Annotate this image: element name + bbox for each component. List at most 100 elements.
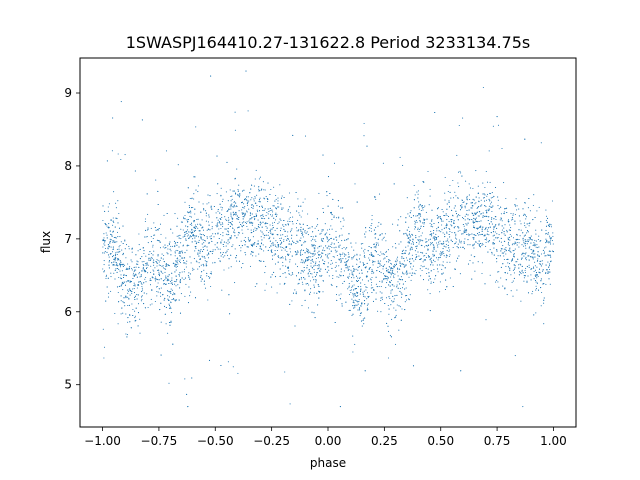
data-point <box>528 197 530 200</box>
data-point <box>275 215 277 217</box>
data-point <box>119 260 121 262</box>
data-point <box>534 269 537 271</box>
data-point <box>271 255 273 257</box>
data-point <box>537 251 539 253</box>
data-point <box>360 288 362 290</box>
data-point <box>416 191 418 193</box>
data-point <box>202 246 204 248</box>
data-point <box>340 228 342 230</box>
data-point <box>530 268 532 270</box>
data-point <box>351 271 353 273</box>
data-point <box>273 254 275 256</box>
data-point <box>541 291 543 294</box>
data-point <box>327 266 329 268</box>
data-point <box>538 206 540 208</box>
data-point <box>206 229 208 231</box>
data-point <box>472 245 474 247</box>
data-point <box>275 207 277 209</box>
data-point <box>392 246 394 248</box>
data-point <box>395 261 397 263</box>
data-point <box>299 240 302 242</box>
data-point <box>338 265 340 267</box>
data-point <box>201 219 203 221</box>
data-point <box>356 201 358 203</box>
data-point <box>259 246 262 248</box>
data-point <box>200 238 202 240</box>
data-point <box>433 244 435 246</box>
data-point <box>150 271 152 273</box>
data-point <box>261 188 263 190</box>
data-point <box>425 211 427 213</box>
data-point <box>251 217 253 219</box>
data-point <box>489 181 491 183</box>
data-point <box>120 263 122 265</box>
data-point <box>122 252 124 254</box>
data-point <box>375 227 377 229</box>
data-point <box>389 297 391 300</box>
data-point <box>171 279 173 281</box>
data-point <box>401 287 404 289</box>
data-point <box>115 268 117 270</box>
data-point <box>202 256 204 258</box>
data-point <box>476 207 478 210</box>
data-point <box>185 263 187 265</box>
data-point <box>390 269 392 272</box>
data-point <box>493 230 495 232</box>
data-point <box>463 201 465 203</box>
data-point <box>463 225 465 227</box>
data-point <box>194 235 196 237</box>
data-point <box>249 239 251 241</box>
data-point <box>131 247 133 249</box>
data-point <box>364 248 366 250</box>
data-point <box>294 325 296 327</box>
data-point <box>330 260 332 262</box>
data-point <box>283 240 285 242</box>
data-point <box>114 241 116 244</box>
data-point <box>435 233 437 235</box>
data-point <box>494 225 496 227</box>
data-point <box>171 277 173 279</box>
data-point <box>277 255 280 257</box>
data-point <box>225 191 227 193</box>
data-point <box>383 236 385 238</box>
data-point <box>211 221 213 223</box>
data-point <box>322 263 325 265</box>
data-point <box>318 285 320 287</box>
data-point <box>157 255 159 257</box>
data-point <box>367 303 369 305</box>
data-point <box>446 224 448 226</box>
data-point <box>165 263 167 265</box>
data-point <box>107 296 110 298</box>
data-point <box>177 164 179 166</box>
data-point <box>439 291 441 293</box>
data-point <box>412 215 415 217</box>
data-point <box>310 262 312 264</box>
data-point <box>110 276 112 278</box>
data-point <box>122 312 124 314</box>
data-point <box>314 227 316 229</box>
data-point <box>381 280 383 282</box>
data-point <box>464 205 466 207</box>
data-point <box>446 261 448 263</box>
data-point <box>454 243 456 245</box>
data-point <box>120 261 122 263</box>
data-point <box>522 272 524 274</box>
data-point <box>176 225 178 227</box>
data-point <box>535 288 538 290</box>
data-point <box>453 207 455 209</box>
data-point <box>437 241 440 243</box>
data-point <box>132 274 134 276</box>
data-point <box>540 280 542 282</box>
data-point <box>127 321 129 323</box>
data-point <box>533 250 535 252</box>
data-point <box>446 208 448 210</box>
data-point <box>257 242 259 244</box>
data-point <box>506 294 508 296</box>
data-point <box>283 225 285 227</box>
data-point <box>170 254 172 256</box>
data-point <box>166 252 168 254</box>
data-point <box>147 242 149 244</box>
data-point <box>228 221 230 224</box>
data-point <box>295 263 297 265</box>
data-point <box>482 86 484 89</box>
